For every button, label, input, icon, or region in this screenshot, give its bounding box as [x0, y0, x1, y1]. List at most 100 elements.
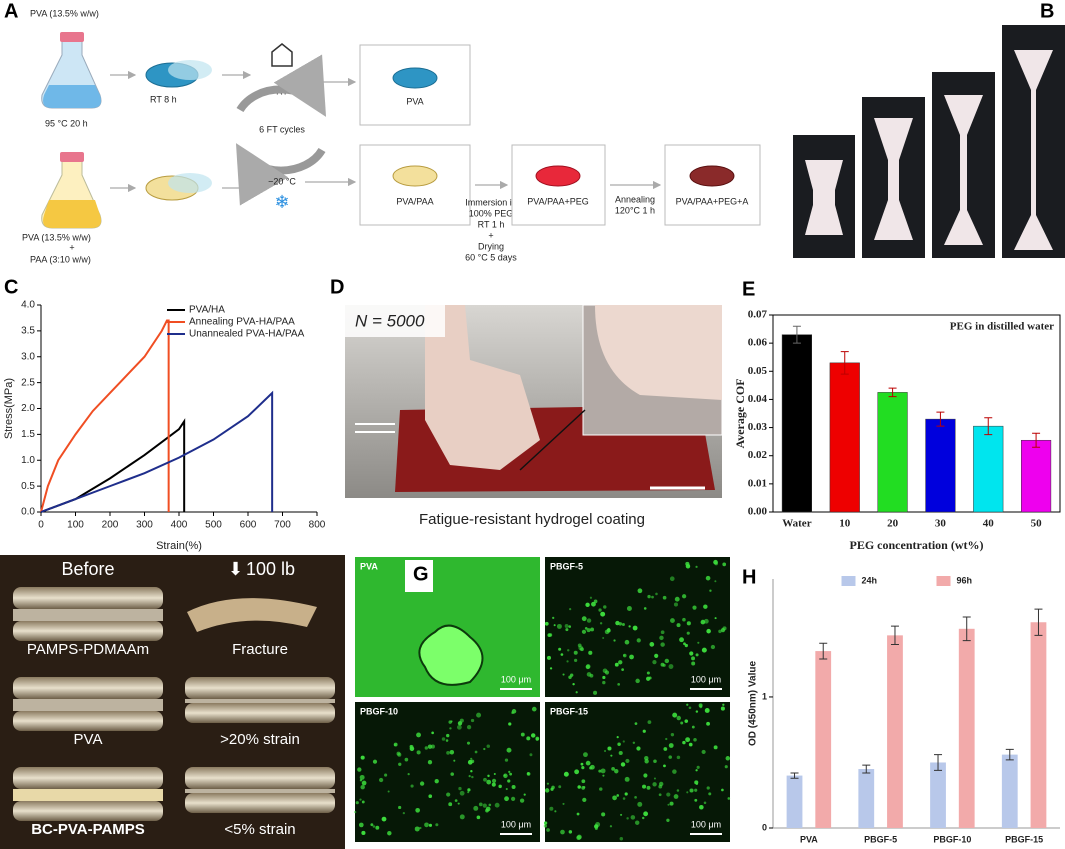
joint — [425, 305, 540, 470]
cell — [585, 760, 591, 766]
cell — [647, 720, 652, 724]
cell — [510, 796, 516, 802]
cell — [706, 628, 711, 634]
cell — [676, 623, 681, 628]
specimen — [944, 95, 983, 245]
panel-label: B — [1040, 0, 1054, 22]
bar — [930, 762, 946, 828]
cell — [586, 618, 592, 623]
cell — [714, 617, 717, 620]
cell — [642, 816, 645, 820]
error-bar — [840, 351, 849, 375]
cylinder — [13, 801, 163, 821]
cell — [699, 804, 704, 810]
cell — [616, 794, 620, 797]
x-tick-label: 100 — [67, 520, 84, 531]
cell — [370, 823, 374, 827]
fractured-sample — [187, 598, 317, 632]
cell — [643, 811, 649, 817]
cell — [530, 733, 536, 738]
cell — [637, 588, 643, 594]
chart: 0 1OD (450nm) Value PVA PBGF-5 PBGF-10 PBGF-1… — [748, 575, 1060, 844]
cell — [652, 782, 657, 787]
cell — [470, 770, 473, 773]
bar — [958, 628, 975, 828]
cell — [680, 721, 684, 725]
cell — [665, 737, 668, 741]
cell — [410, 784, 414, 788]
y-tick-label: 0.07 — [748, 309, 768, 321]
label: <5% strain — [224, 821, 295, 838]
cell — [617, 682, 621, 686]
cell — [619, 837, 624, 841]
cell — [550, 787, 554, 791]
cell — [565, 628, 569, 632]
panel-label: E — [742, 278, 755, 300]
label: BC-PVA-PAMPS — [31, 821, 145, 838]
legend-swatch — [841, 576, 856, 586]
cell — [612, 795, 617, 801]
flask-liquid — [43, 85, 101, 108]
cell — [662, 663, 666, 667]
cell — [703, 801, 707, 805]
cell — [642, 729, 646, 733]
cell — [414, 826, 420, 832]
cell — [599, 622, 603, 625]
cell — [459, 814, 465, 820]
cycle-arrow — [235, 143, 326, 206]
cell — [526, 736, 531, 741]
cell — [508, 722, 512, 726]
cell — [696, 765, 700, 769]
cell — [493, 773, 496, 776]
cell — [450, 720, 453, 723]
cell — [357, 767, 362, 772]
scale-label: 100 μm — [501, 819, 531, 829]
x-tick-label: 700 — [274, 520, 291, 531]
cell — [466, 725, 472, 730]
sample — [185, 789, 335, 793]
arrow-icon: ⬇ — [228, 559, 243, 579]
cell — [727, 797, 731, 800]
x-tick-label: 200 — [102, 520, 119, 531]
bar — [1001, 754, 1018, 828]
cell — [544, 621, 549, 626]
x-tick-label: 50 — [1031, 518, 1043, 530]
cell — [446, 751, 450, 755]
cell — [681, 594, 687, 599]
cell — [546, 828, 550, 832]
cell — [686, 791, 689, 794]
dish — [535, 165, 581, 187]
label: PVA (13.5% w/w) — [22, 232, 91, 242]
cell — [431, 731, 434, 735]
cell — [694, 798, 698, 802]
cell — [685, 564, 691, 569]
cell — [581, 616, 587, 622]
cell — [714, 580, 717, 583]
cell — [692, 605, 697, 610]
cell — [482, 803, 487, 808]
cell — [568, 625, 572, 628]
cap — [60, 32, 84, 42]
label: PVA/PAA+PEG+A — [676, 196, 749, 206]
cell — [724, 765, 728, 769]
y-axis-label: Average COF — [733, 378, 747, 448]
cell — [649, 642, 655, 647]
cell — [621, 668, 624, 671]
label: >20% strain — [220, 731, 300, 748]
cell — [361, 800, 365, 804]
cell — [695, 782, 699, 786]
cell — [586, 672, 592, 677]
cylinder — [185, 793, 335, 813]
y-tick-label: 2.5 — [21, 377, 35, 388]
cell — [427, 744, 433, 749]
cell — [569, 607, 572, 611]
cell — [668, 743, 674, 748]
cell — [560, 653, 564, 656]
cell — [691, 661, 696, 666]
cell — [372, 759, 378, 764]
cell — [603, 605, 607, 609]
cell — [588, 650, 593, 655]
cell — [626, 817, 629, 820]
y-tick-label: 1.5 — [21, 429, 35, 440]
cell — [607, 746, 612, 751]
